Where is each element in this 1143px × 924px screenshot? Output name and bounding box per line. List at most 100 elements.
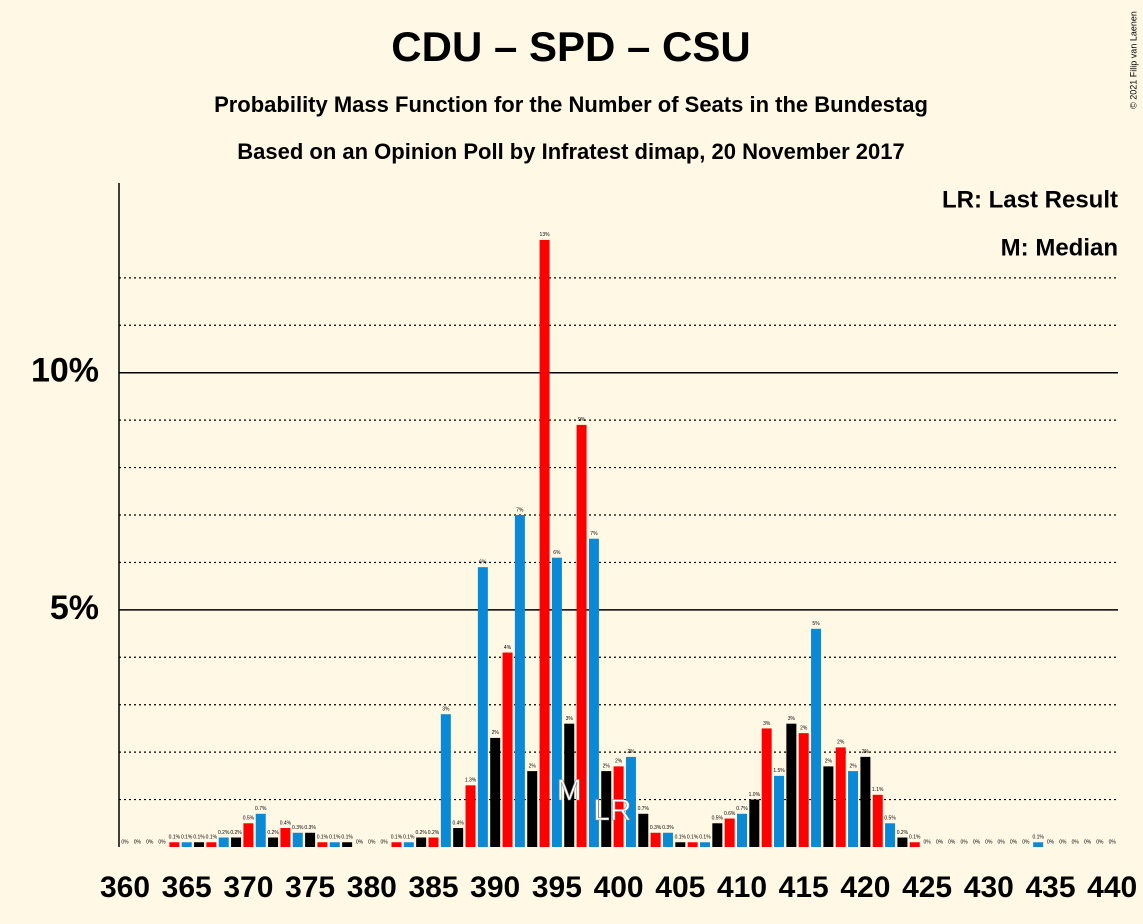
bar — [514, 515, 525, 847]
x-tick-label: 405 — [655, 871, 705, 904]
annotation: M — [557, 774, 582, 807]
bar — [440, 714, 451, 847]
bar — [848, 771, 859, 847]
value-label: 0% — [985, 839, 993, 845]
value-label: 13% — [540, 232, 551, 238]
value-label: 3% — [442, 707, 450, 713]
x-tick-label: 385 — [408, 871, 458, 904]
value-label: 4% — [504, 645, 512, 651]
bar — [699, 842, 710, 847]
bar — [675, 842, 686, 847]
bar — [243, 823, 254, 847]
bar — [416, 837, 427, 847]
value-label: 0% — [1047, 839, 1055, 845]
x-tick-label: 430 — [964, 871, 1014, 904]
value-label: 5% — [812, 621, 820, 627]
value-label: 0.5% — [712, 816, 724, 822]
x-tick-label: 410 — [717, 871, 767, 904]
value-label: 0% — [973, 839, 981, 845]
bar — [1033, 842, 1044, 847]
value-label: 2% — [849, 763, 857, 769]
bar — [342, 842, 353, 847]
value-label: 0.7% — [255, 806, 267, 812]
bar — [305, 832, 316, 847]
value-label: 0% — [158, 839, 166, 845]
value-label: 0.1% — [169, 835, 181, 841]
bar — [268, 837, 279, 847]
value-label: 2% — [825, 759, 833, 765]
bar — [181, 842, 192, 847]
bar — [527, 771, 538, 847]
x-tick-label: 435 — [1025, 871, 1075, 904]
bar — [453, 828, 464, 847]
bar — [502, 652, 513, 847]
value-label: 0.4% — [452, 820, 464, 826]
bar — [428, 837, 439, 847]
bar — [872, 794, 883, 847]
bar — [391, 842, 402, 847]
value-label: 0.3% — [662, 825, 674, 831]
value-label: 0.5% — [884, 816, 896, 822]
value-label: 0.2% — [897, 830, 909, 836]
value-label: 0% — [1059, 839, 1067, 845]
value-label: 0% — [1022, 839, 1030, 845]
value-label: 0.1% — [699, 835, 711, 841]
value-label: 2% — [615, 759, 623, 765]
legend-entry: M: Median — [1001, 234, 1118, 261]
value-label: 0% — [998, 839, 1006, 845]
value-label: 0.1% — [909, 835, 921, 841]
bar — [786, 723, 797, 847]
value-label: 1.5% — [773, 768, 785, 774]
bar — [576, 424, 587, 847]
x-tick-label: 395 — [532, 871, 582, 904]
bar — [625, 756, 636, 847]
value-label: 7% — [590, 531, 598, 537]
value-label: 2% — [837, 740, 845, 746]
value-label: 0.1% — [341, 835, 353, 841]
bar — [231, 837, 242, 847]
value-label: 0.1% — [687, 835, 699, 841]
bar — [477, 567, 488, 847]
bar — [860, 756, 871, 847]
value-label: 1.3% — [465, 778, 477, 784]
x-tick-label: 390 — [470, 871, 520, 904]
bar — [292, 832, 303, 847]
bar — [255, 813, 266, 847]
value-label: 0.2% — [267, 830, 279, 836]
value-label: 2% — [492, 730, 500, 736]
bar — [280, 828, 291, 847]
value-label: 6% — [479, 559, 487, 565]
value-label: 0% — [146, 839, 154, 845]
bar — [761, 728, 772, 847]
value-label: 0.3% — [292, 825, 304, 831]
value-label: 0% — [961, 839, 969, 845]
value-label: 9% — [578, 417, 586, 423]
bar — [490, 737, 501, 847]
value-label: 0% — [121, 839, 129, 845]
bar — [169, 842, 180, 847]
value-label: 2% — [800, 725, 808, 731]
value-label: 0.1% — [181, 835, 193, 841]
bar — [218, 837, 229, 847]
value-label: 3% — [788, 716, 796, 722]
chart-subtitle: Based on an Opinion Poll by Infratest di… — [237, 139, 905, 164]
x-tick-label: 360 — [100, 871, 150, 904]
value-label: 0.1% — [193, 835, 205, 841]
value-label: 3% — [566, 716, 574, 722]
bar — [194, 842, 205, 847]
bar — [823, 766, 834, 847]
bar — [638, 813, 649, 847]
value-label: 0.4% — [280, 820, 292, 826]
value-label: 1.0% — [749, 792, 761, 798]
value-label: 6% — [553, 550, 561, 556]
value-label: 2% — [603, 763, 611, 769]
bar — [539, 239, 550, 847]
bar — [206, 842, 217, 847]
legend-entry: LR: Last Result — [942, 186, 1118, 213]
x-tick-label: 440 — [1087, 871, 1137, 904]
annotation: LR — [593, 794, 631, 827]
value-label: 0.1% — [1032, 835, 1044, 841]
value-label: 0.1% — [206, 835, 218, 841]
